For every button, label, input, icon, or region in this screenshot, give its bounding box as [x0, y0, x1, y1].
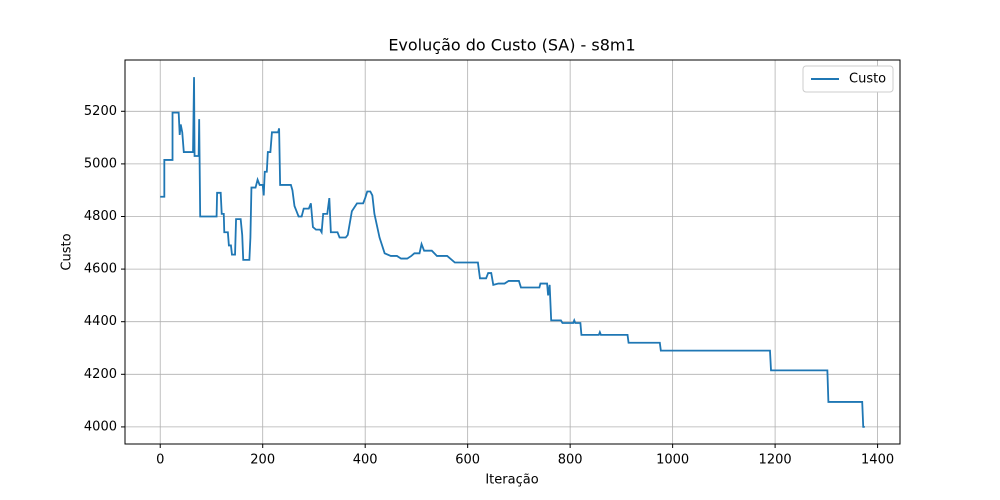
y-tick-label: 5200 — [84, 104, 117, 119]
y-tick-label: 4200 — [84, 367, 117, 382]
x-tick-label: 800 — [558, 453, 583, 468]
y-tick-label: 5000 — [84, 156, 117, 171]
chart-title: Evolução do Custo (SA) - s8m1 — [388, 36, 635, 55]
x-tick-label: 1200 — [759, 453, 792, 468]
y-axis-label: Custo — [60, 233, 75, 270]
y-tick-label: 4600 — [84, 262, 117, 277]
x-tick-label: 1400 — [861, 453, 894, 468]
y-tick-label: 4400 — [84, 314, 117, 329]
x-tick-label: 0 — [156, 453, 164, 468]
data-line — [160, 77, 865, 428]
x-axis-label: Iteração — [485, 473, 538, 488]
legend-label: Custo — [849, 72, 886, 87]
x-tick-label: 200 — [250, 453, 275, 468]
y-tick-label: 4000 — [84, 419, 117, 434]
plot-frame — [124, 59, 901, 445]
y-tick-label: 4800 — [84, 209, 117, 224]
x-tick-label: 400 — [353, 453, 378, 468]
x-tick-label: 1000 — [656, 453, 689, 468]
x-tick-label: 600 — [455, 453, 480, 468]
legend-box — [802, 65, 894, 93]
